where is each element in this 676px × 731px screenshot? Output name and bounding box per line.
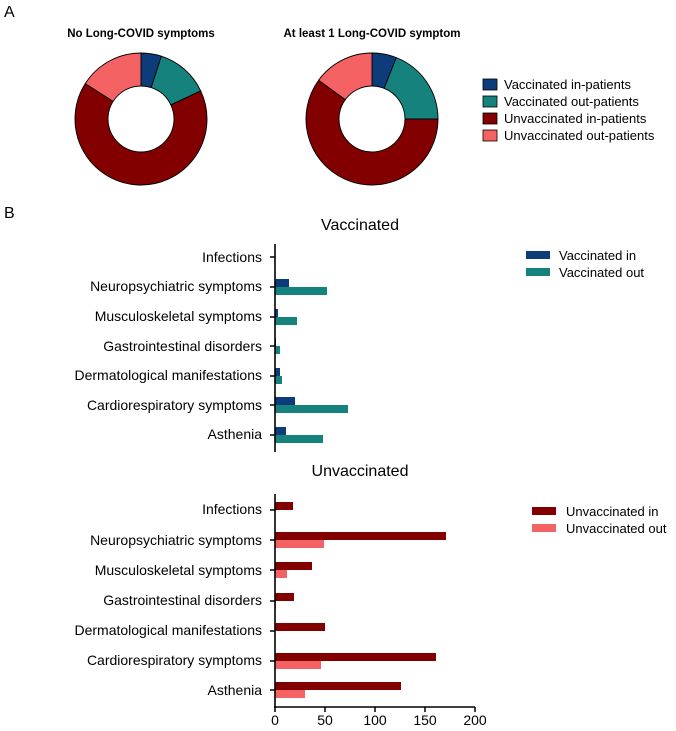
- vaccinated-bar-in-musculoskeletal: [275, 309, 278, 317]
- legend-label-unvaccinated-out-patients: Unvaccinated out-patients: [504, 128, 655, 143]
- vacc-cat-infections: Infections: [202, 249, 262, 265]
- pie-legend: Vaccinated in-patients Vaccinated out-pa…: [482, 77, 655, 143]
- unvaccinated-bar-out-neuropsychiatric: [275, 540, 324, 548]
- vaccinated-chart-title: Vaccinated: [321, 217, 399, 234]
- legend-swatch-vaccinated-in-patients: [482, 78, 498, 91]
- unvacc-cat-dermatological: Dermatological manifestations: [74, 622, 262, 638]
- vacc-cat-asthenia: Asthenia: [208, 426, 263, 442]
- unvaccinated-bar-in-musculoskeletal: [275, 562, 312, 570]
- vaccinated-category-labels: Infections Neuropsychiatric symptoms Mus…: [74, 249, 262, 442]
- vaccinated-bar-out-dermatological: [275, 376, 282, 384]
- unvaccinated-bar-in-cardiorespiratory: [275, 653, 436, 661]
- pie1-title: No Long-COVID symptoms: [67, 28, 215, 40]
- pie2-slice-vaccinated-out: [383, 57, 439, 120]
- legend-swatch-unvaccinated-in-patients: [482, 112, 498, 125]
- x-axis-tick-labels: 0 50 100 150 200: [271, 712, 487, 728]
- pie1-slice-unvaccinated-in: [74, 83, 208, 186]
- legend-label-unvaccinated-out: Unvaccinated out: [566, 521, 667, 536]
- unvacc-cat-infections: Infections: [202, 501, 262, 517]
- unvaccinated-bar-in-infections: [275, 502, 293, 510]
- legend-swatch-unvaccinated-in: [532, 507, 556, 515]
- legend-swatch-unvaccinated-out-patients: [482, 129, 498, 142]
- unvaccinated-category-labels: Infections Neuropsychiatric symptoms Mus…: [74, 501, 262, 698]
- unvacc-cat-gastrointestinal: Gastrointestinal disorders: [103, 592, 262, 608]
- legend-swatch-unvaccinated-out: [532, 524, 556, 532]
- vaccinated-bar-out-asthenia: [275, 435, 323, 443]
- legend-label-vaccinated-in-patients: Vaccinated in-patients: [504, 77, 631, 92]
- panel-b-label: B: [4, 205, 15, 222]
- unvaccinated-bar-in-gastrointestinal: [275, 593, 294, 601]
- panel-a-label: A: [4, 4, 15, 21]
- unvacc-cat-cardiorespiratory: Cardiorespiratory symptoms: [87, 652, 262, 668]
- unvaccinated-bar-in-neuropsychiatric: [275, 532, 446, 540]
- unvacc-cat-neuropsychiatric: Neuropsychiatric symptoms: [90, 532, 262, 548]
- pie1-slice-unvaccinated-out: [84, 52, 142, 102]
- unvaccinated-bars: [270, 494, 476, 712]
- vaccinated-bar-out-cardiorespiratory: [275, 405, 348, 413]
- unvaccinated-bar-out-asthenia: [275, 690, 305, 698]
- vaccinated-bar-out-musculoskeletal: [275, 317, 297, 325]
- unvaccinated-legend: Unvaccinated in Unvaccinated out: [532, 504, 667, 536]
- legend-swatch-vaccinated-out: [526, 268, 550, 276]
- vaccinated-bar-out-gastrointestinal: [275, 346, 280, 354]
- unvaccinated-chart-title: Unvaccinated: [312, 463, 409, 480]
- unvaccinated-bar-out-musculoskeletal: [275, 570, 287, 578]
- vacc-cat-neuropsychiatric: Neuropsychiatric symptoms: [90, 278, 262, 294]
- legend-label-vaccinated-out-patients: Vaccinated out-patients: [504, 94, 639, 109]
- pie-chart-no-long-covid: [74, 52, 208, 186]
- legend-label-vaccinated-out: Vaccinated out: [559, 265, 644, 280]
- vaccinated-bar-out-neuropsychiatric: [275, 287, 327, 295]
- unvaccinated-bar-in-asthenia: [275, 682, 401, 690]
- legend-label-unvaccinated-in: Unvaccinated in: [566, 504, 659, 519]
- vacc-cat-cardiorespiratory: Cardiorespiratory symptoms: [87, 397, 262, 413]
- unvacc-cat-musculoskeletal: Musculoskeletal symptoms: [95, 562, 262, 578]
- unvaccinated-bar-out-cardiorespiratory: [275, 661, 321, 669]
- legend-swatch-vaccinated-out-patients: [482, 95, 498, 108]
- vaccinated-bars: [270, 244, 348, 452]
- x-tick-50: 50: [317, 712, 333, 728]
- legend-label-unvaccinated-in-patients: Unvaccinated in-patients: [504, 111, 647, 126]
- vaccinated-bar-in-dermatological: [275, 368, 280, 376]
- vacc-cat-gastrointestinal: Gastrointestinal disorders: [103, 338, 262, 354]
- legend-label-vaccinated-in: Vaccinated in: [559, 248, 636, 263]
- x-tick-200: 200: [463, 712, 487, 728]
- pie2-title: At least 1 Long-COVID symptom: [284, 28, 461, 40]
- unvacc-cat-asthenia: Asthenia: [208, 682, 263, 698]
- vaccinated-bar-in-cardiorespiratory: [275, 397, 295, 405]
- vaccinated-bar-in-asthenia: [275, 427, 286, 435]
- x-tick-100: 100: [363, 712, 387, 728]
- vaccinated-legend: Vaccinated in Vaccinated out: [526, 248, 644, 280]
- pie2-slice-unvaccinated-in: [305, 79, 439, 186]
- vacc-cat-musculoskeletal: Musculoskeletal symptoms: [95, 308, 262, 324]
- x-tick-150: 150: [413, 712, 437, 728]
- legend-swatch-vaccinated-in: [526, 251, 550, 259]
- pie2-slice-unvaccinated-out: [317, 52, 373, 101]
- pie-chart-long-covid: [305, 52, 439, 186]
- unvaccinated-bar-in-dermatological: [275, 623, 325, 631]
- vacc-cat-dermatological: Dermatological manifestations: [74, 367, 262, 383]
- x-tick-0: 0: [271, 712, 279, 728]
- vaccinated-bar-in-neuropsychiatric: [275, 279, 289, 287]
